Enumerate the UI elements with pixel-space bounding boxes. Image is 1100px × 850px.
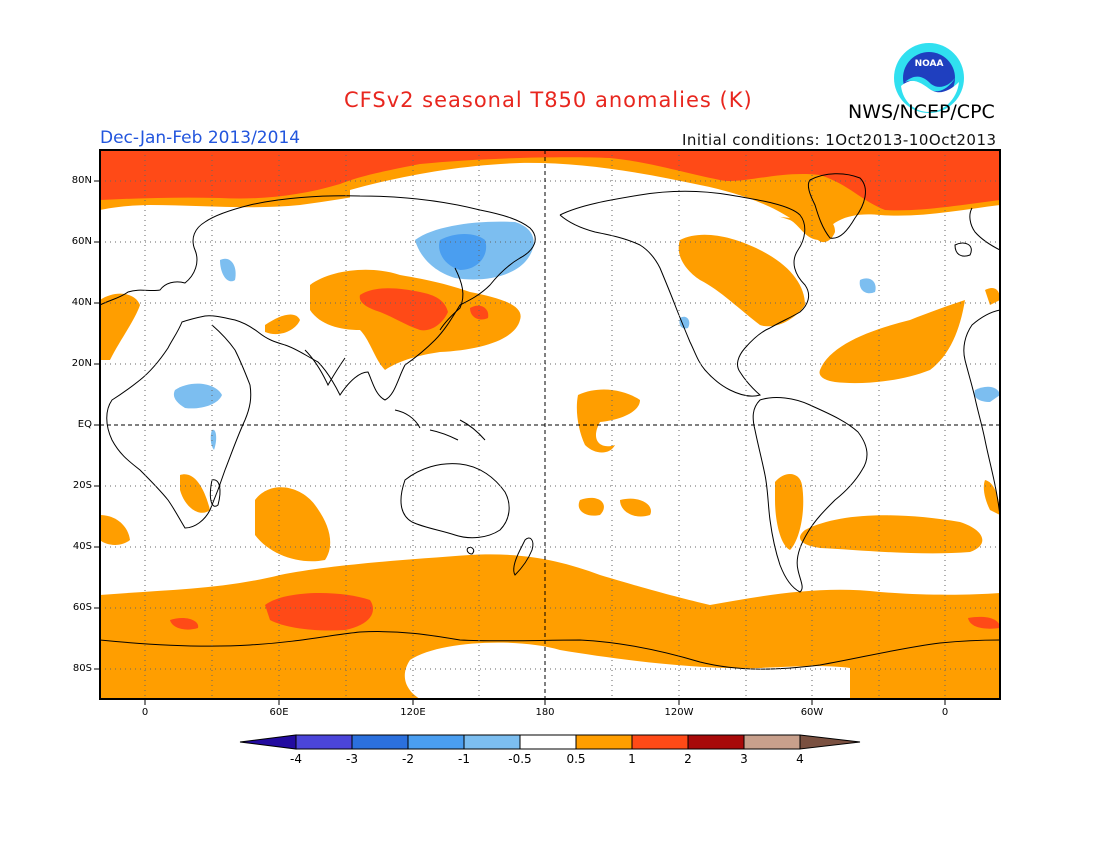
colorbar-swatch bbox=[631, 734, 689, 750]
lon-label: 120E bbox=[400, 707, 426, 718]
colorbar-label: 2 bbox=[684, 752, 692, 766]
asia-hot-core bbox=[359, 288, 489, 331]
lat-label: 80S bbox=[72, 663, 92, 674]
lon-label: 120W bbox=[664, 707, 694, 718]
initial-conditions: Initial conditions: 1Oct2013-10Oct2013 bbox=[682, 131, 997, 149]
colorbar-label: 4 bbox=[796, 752, 804, 766]
colorbar bbox=[239, 734, 861, 750]
lon-label: 60W bbox=[800, 707, 824, 718]
colorbar-label: 3 bbox=[740, 752, 748, 766]
colorbar-label: -1 bbox=[458, 752, 470, 766]
season-label: Dec-Jan-Feb 2013/2014 bbox=[100, 128, 301, 148]
svg-text:NOAA: NOAA bbox=[915, 59, 944, 69]
agency-label: NWS/NCEP/CPC bbox=[848, 101, 995, 123]
colorbar-swatch bbox=[351, 734, 409, 750]
lat-label: 60N bbox=[71, 236, 92, 247]
axis-ticks bbox=[94, 180, 946, 705]
lat-label: 40N bbox=[71, 297, 92, 308]
colorbar-label: 0.5 bbox=[566, 752, 586, 766]
coastlines bbox=[100, 173, 1000, 670]
lon-label: 0 bbox=[141, 707, 149, 718]
colorbar-swatch-max bbox=[799, 734, 861, 750]
lat-label: EQ bbox=[77, 419, 92, 430]
lat-label: 80N bbox=[71, 175, 92, 186]
colorbar-swatch bbox=[519, 734, 577, 750]
colorbar-swatch bbox=[295, 734, 353, 750]
equator-dateline bbox=[100, 150, 1000, 699]
lat-label: 40S bbox=[72, 541, 92, 552]
japan-cool-core bbox=[439, 234, 487, 270]
colorbar-swatch bbox=[743, 734, 801, 750]
lon-label: 180 bbox=[535, 707, 555, 718]
graticule bbox=[100, 150, 1000, 699]
colorbar-swatch-min bbox=[239, 734, 297, 750]
colorbar-label: -2 bbox=[402, 752, 414, 766]
lat-label: 20N bbox=[71, 358, 92, 369]
colorbar-swatch bbox=[407, 734, 465, 750]
arctic-hot-band bbox=[100, 150, 1000, 211]
southern-hot-core bbox=[170, 593, 1000, 631]
southern-warm-band bbox=[100, 474, 1000, 699]
colorbar-swatch bbox=[463, 734, 521, 750]
arctic-gap bbox=[350, 162, 790, 218]
colorbar-swatch bbox=[687, 734, 745, 750]
noaa-logo-icon: NOAA bbox=[894, 43, 964, 113]
lat-label: 20S bbox=[72, 480, 92, 491]
lon-label: 0 bbox=[941, 707, 949, 718]
colorbar-label: -4 bbox=[290, 752, 302, 766]
colorbar-label: -3 bbox=[346, 752, 358, 766]
antarctic-gap bbox=[404, 642, 850, 699]
colorbar-swatch bbox=[575, 734, 633, 750]
colorbar-label: -0.5 bbox=[508, 752, 532, 766]
colorbar-label: 1 bbox=[628, 752, 636, 766]
lat-label: 60S bbox=[72, 602, 92, 613]
chart-title: CFSv2 seasonal T850 anomalies (K) bbox=[344, 88, 753, 112]
lon-label: 60E bbox=[269, 707, 289, 718]
